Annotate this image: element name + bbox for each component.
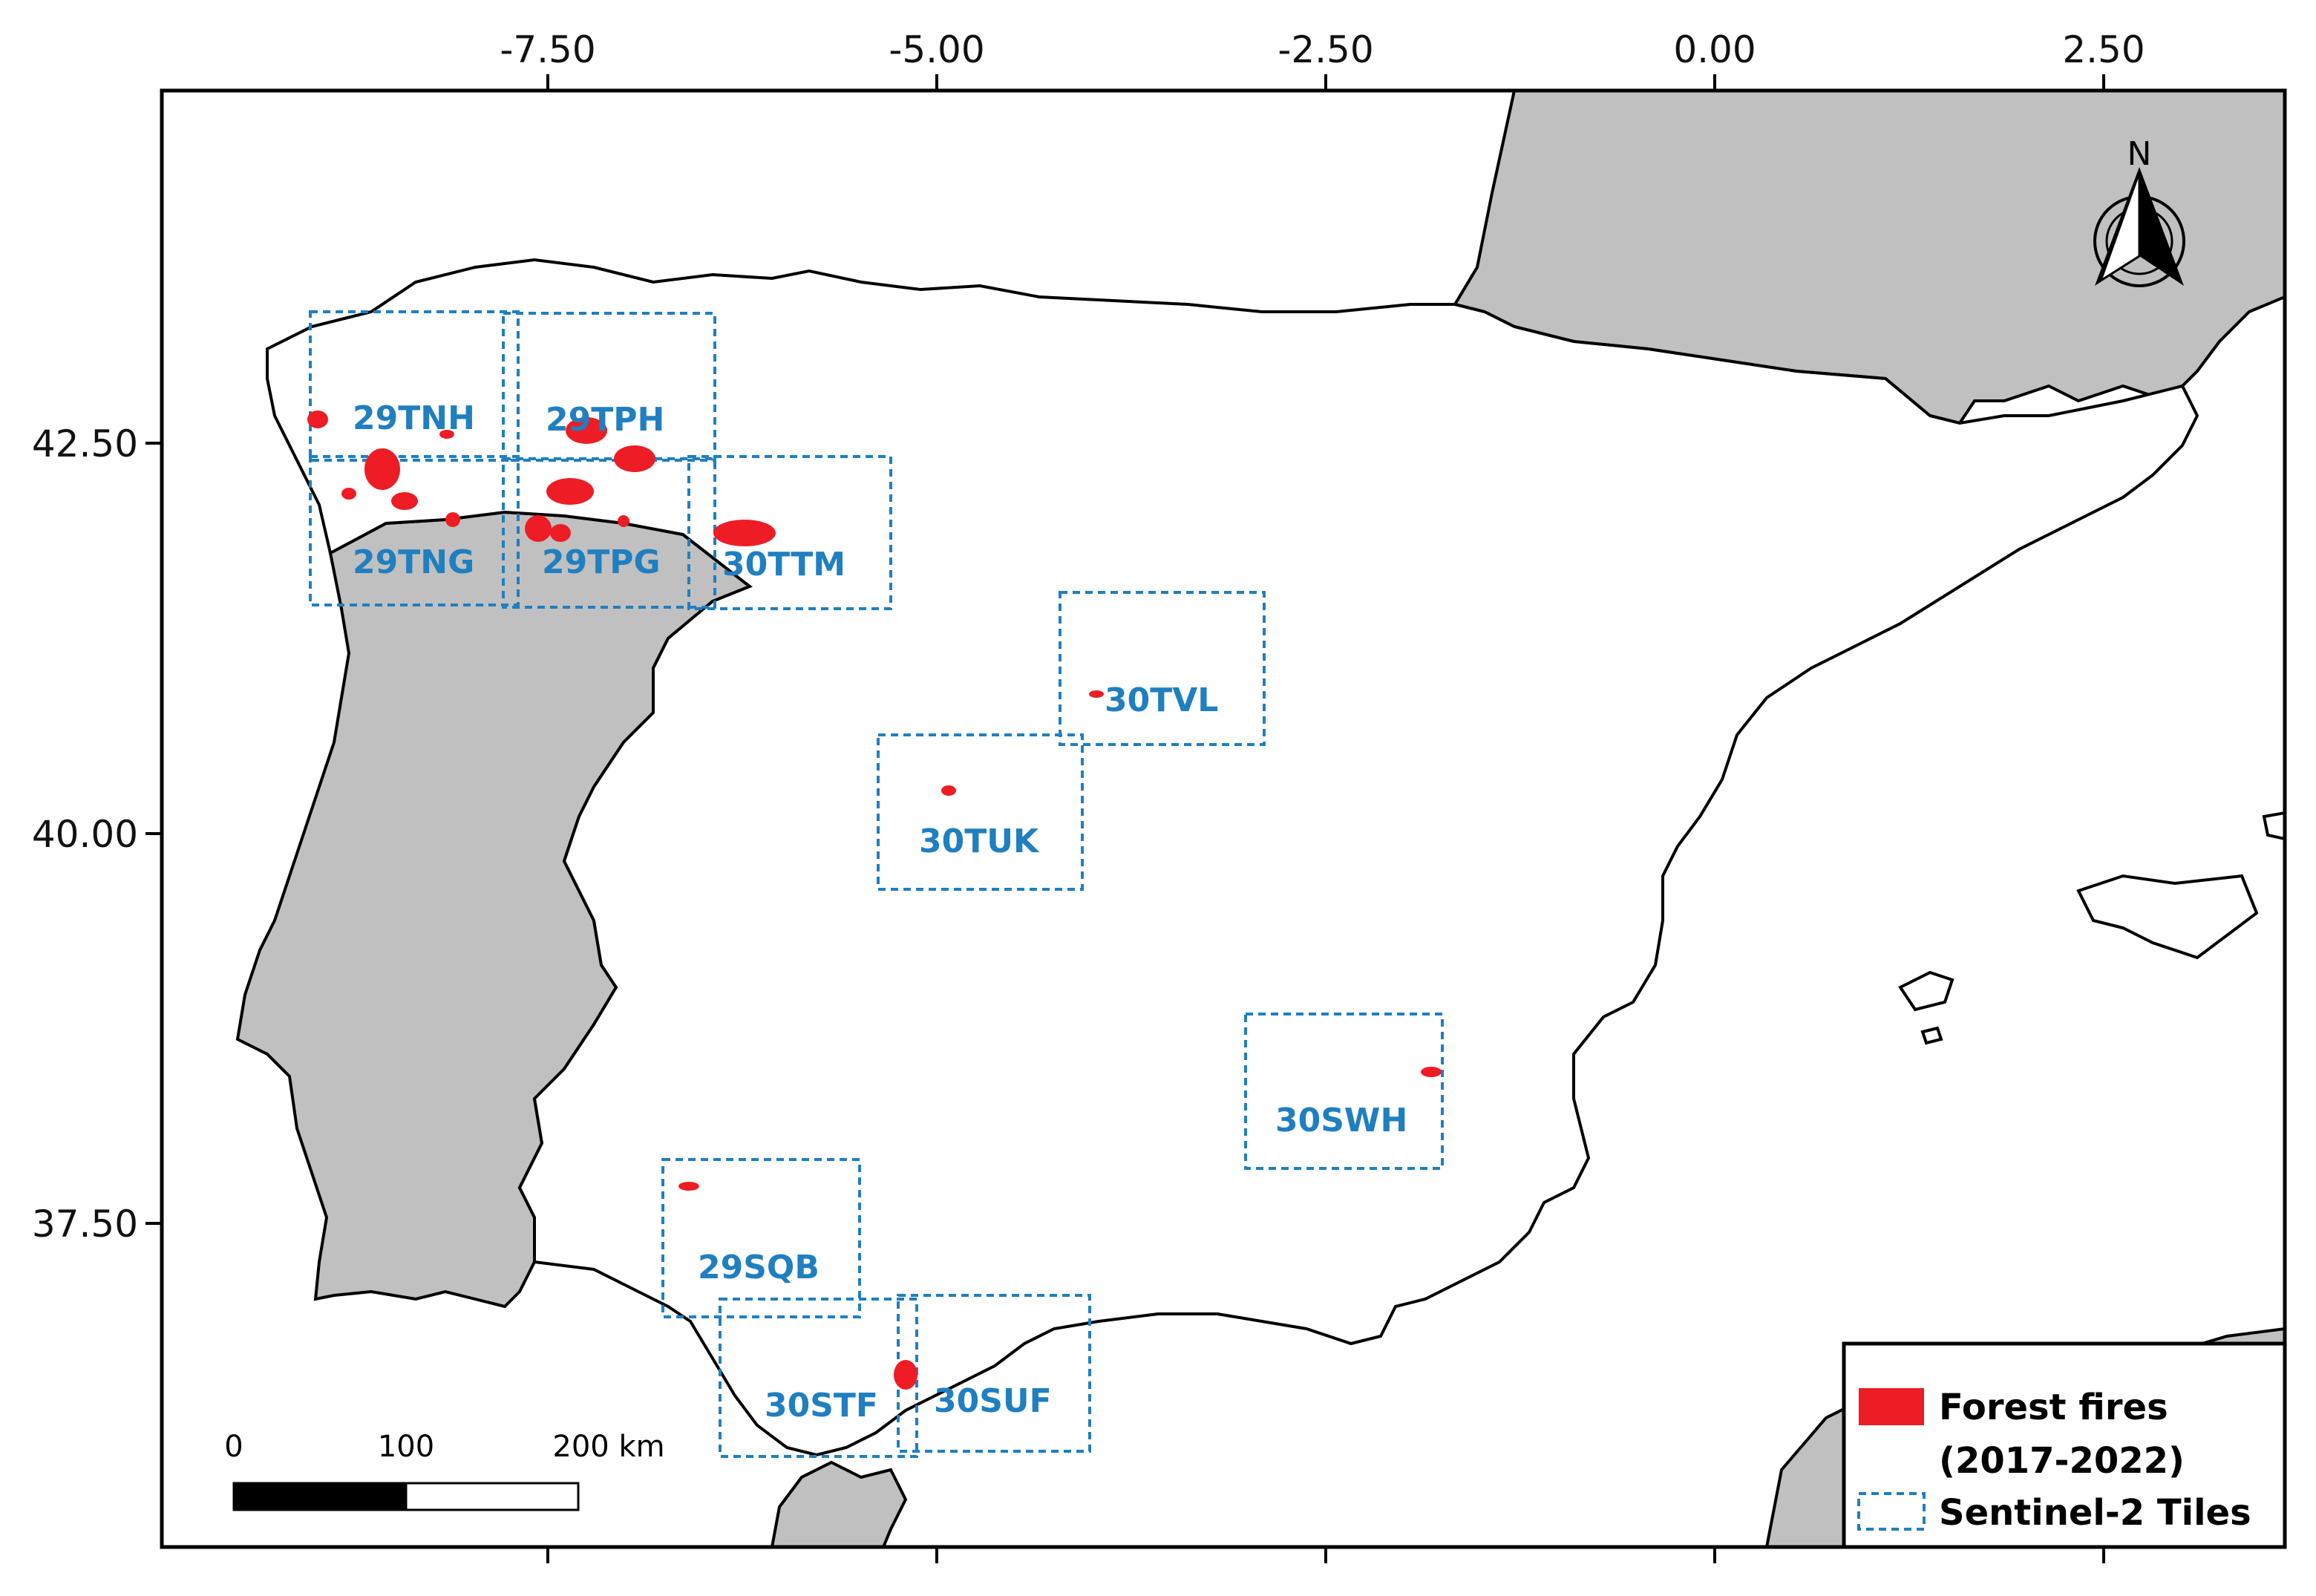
north-arrow: N: [2093, 135, 2185, 287]
fire-polygon: [546, 478, 594, 505]
tile-30TUK-box: [877, 733, 1084, 891]
y-tick-label: 37.50: [32, 1203, 138, 1246]
fire-polygon: [1089, 690, 1104, 698]
tile-30TTM-box: [687, 455, 892, 610]
tile-label-29TNH: 29TNH: [353, 399, 475, 437]
x-tick-label: 2.50: [2062, 28, 2145, 71]
spain-landmass: [266, 258, 2199, 1457]
scale-bar: 0 100 200 km: [224, 1430, 665, 1511]
morocco-landmass: [770, 1460, 908, 1547]
legend: Forest fires (2017-2022) Sentinel-2 Tile…: [1842, 1341, 2287, 1549]
sentinel-tiles-layer: [309, 310, 1444, 1458]
fire-polygon: [307, 411, 328, 428]
tile-30SUF-box: [897, 1294, 1091, 1453]
fire-polygon: [614, 445, 655, 472]
fire-polygon: [618, 515, 629, 527]
fire-polygon: [445, 512, 460, 527]
legend-fire-label: Forest fires: [1939, 1387, 2168, 1428]
tile-label-30STF: 30STF: [765, 1387, 878, 1425]
tile-label-29TPH: 29TPH: [546, 401, 664, 439]
tile-30SWH-box: [1244, 1013, 1444, 1170]
scale-label-100: 100: [378, 1430, 434, 1464]
x-tick-label: -5.00: [889, 28, 984, 71]
tile-label-29TPG: 29TPG: [542, 543, 661, 581]
tile-label-30SUF: 30SUF: [934, 1382, 1052, 1420]
tile-29TNG-box: [309, 455, 520, 606]
fire-polygon: [566, 417, 607, 444]
tile-29TNH-box: [309, 310, 520, 462]
y-tick-label: 42.50: [32, 422, 138, 465]
fire-polygon: [525, 515, 552, 542]
fire-polygon: [1421, 1067, 1442, 1077]
fire-polygon: [550, 524, 571, 542]
north-label: N: [2127, 135, 2152, 173]
fire-polygon: [941, 785, 956, 796]
x-tick-label: -7.50: [500, 28, 595, 71]
fire-polygon: [894, 1360, 917, 1390]
tile-29TPG-box: [502, 457, 716, 609]
menorca-island: [2262, 811, 2285, 841]
x-tick-label: -2.50: [1278, 28, 1373, 71]
tile-30TVL-box: [1059, 591, 1266, 746]
scale-label-0: 0: [224, 1430, 243, 1464]
tile-label-30TUK: 30TUK: [919, 822, 1040, 860]
fire-polygon: [439, 430, 454, 439]
scale-label-200: 200 km: [552, 1430, 664, 1464]
tile-label-30TTM: 30TTM: [722, 546, 845, 583]
fire-polygon: [391, 492, 418, 510]
tile-label-29SQB: 29SQB: [698, 1249, 820, 1286]
ibiza-island: [1898, 970, 1954, 1012]
tile-label-29TNG: 29TNG: [353, 543, 474, 581]
fire-polygon: [341, 488, 356, 500]
legend-tile-label: Sentinel-2 Tiles: [1939, 1492, 2251, 1534]
x-tick-label: 0.00: [1673, 28, 1756, 71]
axis-ticks: [145, 74, 2105, 1563]
legend-tile-swatch: [1857, 1492, 1926, 1531]
mallorca-island: [2076, 874, 2259, 960]
fire-polygon: [713, 520, 776, 546]
map-frame: [160, 88, 2287, 1549]
fire-polygon: [678, 1182, 699, 1191]
legend-fire-swatch: [1859, 1388, 1924, 1425]
y-tick-label: 40.00: [32, 813, 138, 856]
tile-label-30TVL: 30TVL: [1105, 681, 1218, 719]
forest-fires-layer: [307, 411, 1442, 1390]
formentera-island: [1920, 1026, 1943, 1045]
legend-fire-label-years: (2017-2022): [1939, 1440, 2185, 1482]
tile-29TPH-box: [502, 312, 716, 462]
tile-label-30SWH: 30SWH: [1275, 1102, 1407, 1139]
fire-polygon: [364, 448, 400, 490]
